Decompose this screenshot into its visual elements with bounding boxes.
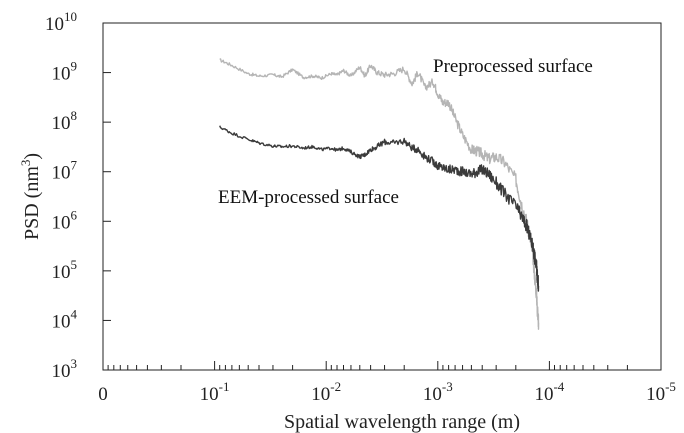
series-line-preprocessed <box>219 58 540 330</box>
y-axis-ticks: 103 104 105 106 107 108 109 1010 <box>45 9 111 382</box>
x-tick-label: 10-3 <box>423 379 453 405</box>
x-axis-ticks: 0 10-1 10-2 10-3 10-4 10-5 <box>98 361 676 405</box>
x-tick-label: 10-4 <box>534 379 564 405</box>
series-layer <box>219 58 540 330</box>
x-tick-label: 10-5 <box>646 379 676 405</box>
y-axis-title-suffix: ) <box>21 153 43 160</box>
annotation-eem-processed: EEM-processed surface <box>218 187 399 208</box>
y-tick-label: 103 <box>52 356 78 382</box>
y-tick-label: 1010 <box>45 9 77 35</box>
y-tick-label: 108 <box>52 108 78 134</box>
x-tick-label: 10-1 <box>200 379 230 405</box>
y-tick-label: 107 <box>52 158 78 184</box>
annotation-preprocessed: Preprocessed surface <box>433 56 593 77</box>
y-axis-title: PSD (nm3) <box>18 153 43 240</box>
y-axis-title-prefix: PSD (nm <box>21 166 43 240</box>
x-axis-title: Spatial wavelength range (m) <box>284 411 520 433</box>
series-line-eem-processed <box>219 125 540 292</box>
x-tick-label: 0 <box>98 384 108 405</box>
y-tick-label: 104 <box>52 306 78 332</box>
x-tick-label: 10-2 <box>311 379 341 405</box>
y-tick-label: 109 <box>52 59 78 85</box>
plot-frame <box>102 22 662 371</box>
y-tick-label: 106 <box>52 207 78 233</box>
y-axis-title-sup: 3 <box>18 160 33 167</box>
y-tick-label: 105 <box>52 257 78 283</box>
